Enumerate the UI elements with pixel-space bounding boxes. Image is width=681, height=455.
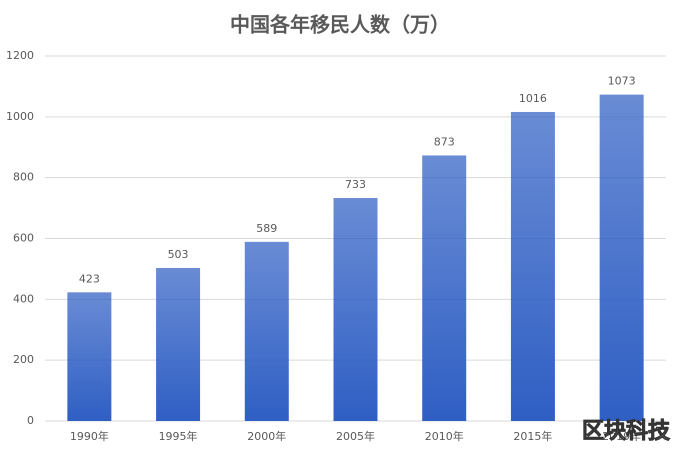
y-tick-label: 1200	[6, 49, 34, 62]
x-tick-label: 2005年	[336, 429, 375, 443]
x-tick-label: 2015年	[513, 429, 552, 443]
y-tick-label: 800	[13, 171, 34, 184]
y-tick-label: 0	[27, 414, 34, 427]
y-tick-label: 600	[13, 232, 34, 245]
value-label: 503	[168, 248, 189, 261]
x-tick-label: 1995年	[159, 429, 198, 443]
bar	[510, 111, 555, 421]
x-tick-label: 2019年	[602, 429, 641, 443]
bar	[156, 268, 201, 421]
y-tick-label: 400	[13, 292, 34, 305]
bar	[67, 292, 112, 421]
value-label: 733	[345, 178, 366, 191]
x-tick-label: 2010年	[425, 429, 464, 443]
value-label: 1016	[519, 92, 547, 105]
value-label: 423	[79, 272, 100, 285]
value-label: 1073	[608, 75, 636, 88]
y-tick-label: 200	[13, 353, 34, 366]
bar	[244, 241, 289, 421]
y-tick-label: 1000	[6, 110, 34, 123]
value-label: 589	[256, 222, 277, 235]
bar	[422, 155, 467, 421]
chart-title: 中国各年移民人数（万）	[230, 13, 450, 37]
bar	[333, 198, 378, 421]
value-label: 873	[434, 135, 455, 148]
watermark: 区块科技	[582, 419, 671, 444]
x-tick-label: 2000年	[247, 429, 286, 443]
bar	[599, 94, 644, 422]
x-tick-label: 1990年	[70, 429, 109, 443]
